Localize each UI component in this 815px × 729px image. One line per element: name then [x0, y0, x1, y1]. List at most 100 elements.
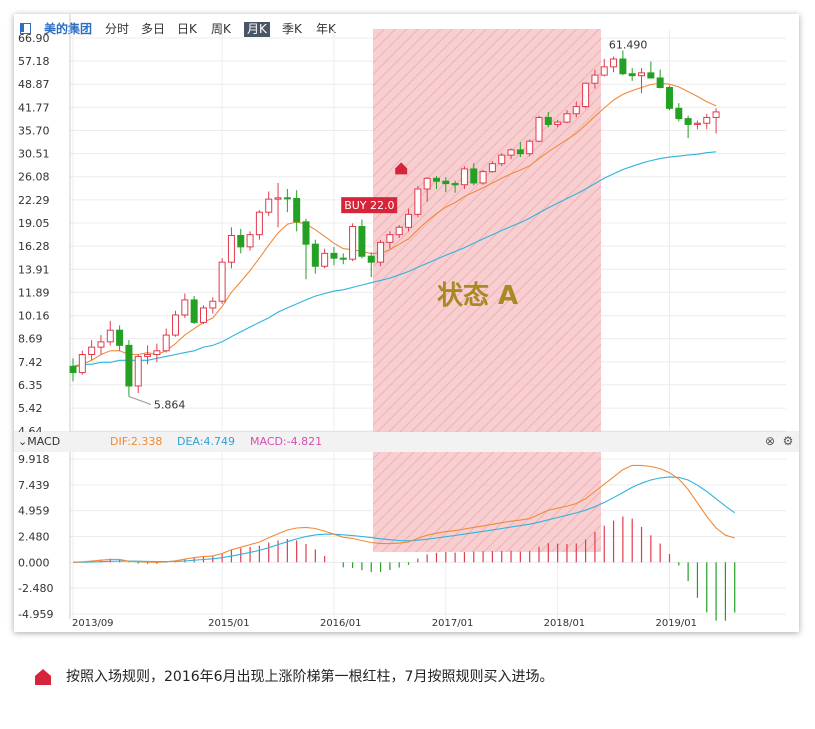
- candle: [358, 219, 366, 259]
- price-tick-label: 30.51: [18, 148, 50, 161]
- macd-tick-label: 0.000: [18, 556, 50, 569]
- candle: [283, 188, 291, 213]
- price-tick-label: 66.90: [18, 32, 50, 45]
- candle: [423, 177, 431, 202]
- candle-body: [516, 149, 524, 155]
- candle-body: [479, 171, 487, 184]
- candle-body: [97, 341, 105, 348]
- buy-marker: BUY 22.0: [341, 162, 408, 214]
- period-tab-daily[interactable]: 日K: [177, 22, 197, 36]
- price-tick-label: 22.29: [18, 194, 50, 207]
- candle-body: [572, 106, 580, 115]
- time-tick-label: 2015/01: [208, 618, 250, 629]
- price-tick-label: 10.16: [18, 310, 50, 323]
- candle: [377, 239, 385, 267]
- candle: [675, 103, 683, 122]
- low-price-label: 5.864: [154, 399, 186, 412]
- candle-body: [535, 116, 543, 142]
- candle: [339, 253, 347, 265]
- high-price-label: 61.490: [609, 38, 648, 51]
- dea-value: DEA:4.749: [177, 435, 235, 448]
- time-axis: 2013/09 2015/01 2016/01 2017/01 2018/01 2019/…: [72, 618, 697, 629]
- candle-body: [265, 198, 273, 213]
- candle-body: [134, 355, 142, 387]
- period-tab-intraday[interactable]: 分时: [105, 22, 130, 36]
- candle: [414, 185, 422, 218]
- candle: [432, 176, 440, 189]
- candle-body: [460, 168, 468, 186]
- candle-body: [470, 168, 478, 184]
- candle: [227, 227, 235, 269]
- candle-body: [703, 116, 711, 124]
- candle: [209, 297, 217, 314]
- candle-body: [432, 177, 440, 182]
- macd-indicator-select[interactable]: ⌄MACD: [18, 435, 61, 448]
- gear-icon[interactable]: ⚙: [782, 434, 794, 448]
- candle-body: [321, 252, 329, 267]
- candle-body: [153, 350, 161, 356]
- period-tab-yearly[interactable]: 年K: [316, 22, 336, 36]
- stock-name[interactable]: 美的集团: [44, 22, 93, 36]
- price-tick-label: 19.05: [18, 217, 50, 230]
- state-label: 状态 A: [437, 280, 518, 311]
- macd-tick-label: -4.959: [18, 608, 53, 621]
- candle: [116, 325, 124, 351]
- candle: [507, 148, 515, 160]
- period-tab-multiday[interactable]: 多日: [141, 22, 166, 36]
- candle-body: [116, 329, 124, 346]
- candle-body: [246, 234, 254, 248]
- candle-body: [330, 252, 338, 259]
- chart-canvas: 66.90 57.18 48.87 41.77 35.70 30.51 26.08 22.29…: [14, 14, 799, 629]
- candle: [349, 223, 357, 262]
- candle: [311, 239, 319, 274]
- candle: [535, 115, 543, 143]
- candle-body: [712, 111, 720, 118]
- candle: [488, 161, 496, 173]
- candle-body: [507, 149, 515, 156]
- candle-body: [554, 121, 562, 125]
- candle: [125, 340, 133, 397]
- price-tick-label: 11.89: [18, 286, 50, 299]
- candle-body: [274, 197, 282, 200]
- candle: [69, 358, 77, 382]
- candle-body: [610, 58, 618, 68]
- ma-long-line: [72, 151, 717, 367]
- macd-tick-label: -2.480: [18, 582, 53, 595]
- candle-body: [367, 255, 375, 263]
- candle-body: [656, 77, 664, 89]
- price-tick-label: 7.42: [18, 356, 43, 369]
- close-icon[interactable]: ⊗: [764, 434, 776, 448]
- candle-body: [563, 113, 571, 123]
- candle: [246, 231, 254, 251]
- candle-body: [498, 154, 506, 165]
- moving-average-lines: [72, 82, 717, 369]
- period-tab-weekly[interactable]: 周K: [211, 22, 231, 36]
- sidebar-toggle-icon[interactable]: [20, 23, 31, 34]
- candle: [106, 320, 114, 346]
- candle-body: [693, 122, 701, 125]
- candle: [582, 82, 590, 109]
- candle-body: [600, 66, 608, 76]
- candle-body: [78, 354, 86, 374]
- candle: [451, 180, 459, 193]
- dif-line: [72, 464, 735, 563]
- low-price-leader: [128, 396, 152, 405]
- candle-body: [199, 307, 207, 323]
- candle-body: [125, 344, 133, 387]
- period-tab-monthly[interactable]: 月K: [244, 22, 270, 37]
- caption-text: 按照入场规则，2016年6月出现上涨阶梯第一根红柱，7月按照规则买入进场。: [66, 669, 554, 685]
- candle: [218, 258, 226, 304]
- candle: [712, 108, 720, 134]
- candle-body: [227, 234, 235, 263]
- price-tick-label: 26.08: [18, 171, 50, 184]
- candle-body: [488, 163, 496, 173]
- candle: [479, 170, 487, 185]
- candle-body: [311, 243, 319, 267]
- candle: [554, 119, 562, 128]
- period-tab-quarterly[interactable]: 季K: [282, 22, 302, 36]
- candle: [134, 354, 142, 394]
- candle: [600, 59, 608, 77]
- candle-body: [591, 74, 599, 84]
- dea-line: [72, 476, 736, 563]
- price-tick-label: 57.18: [18, 55, 50, 68]
